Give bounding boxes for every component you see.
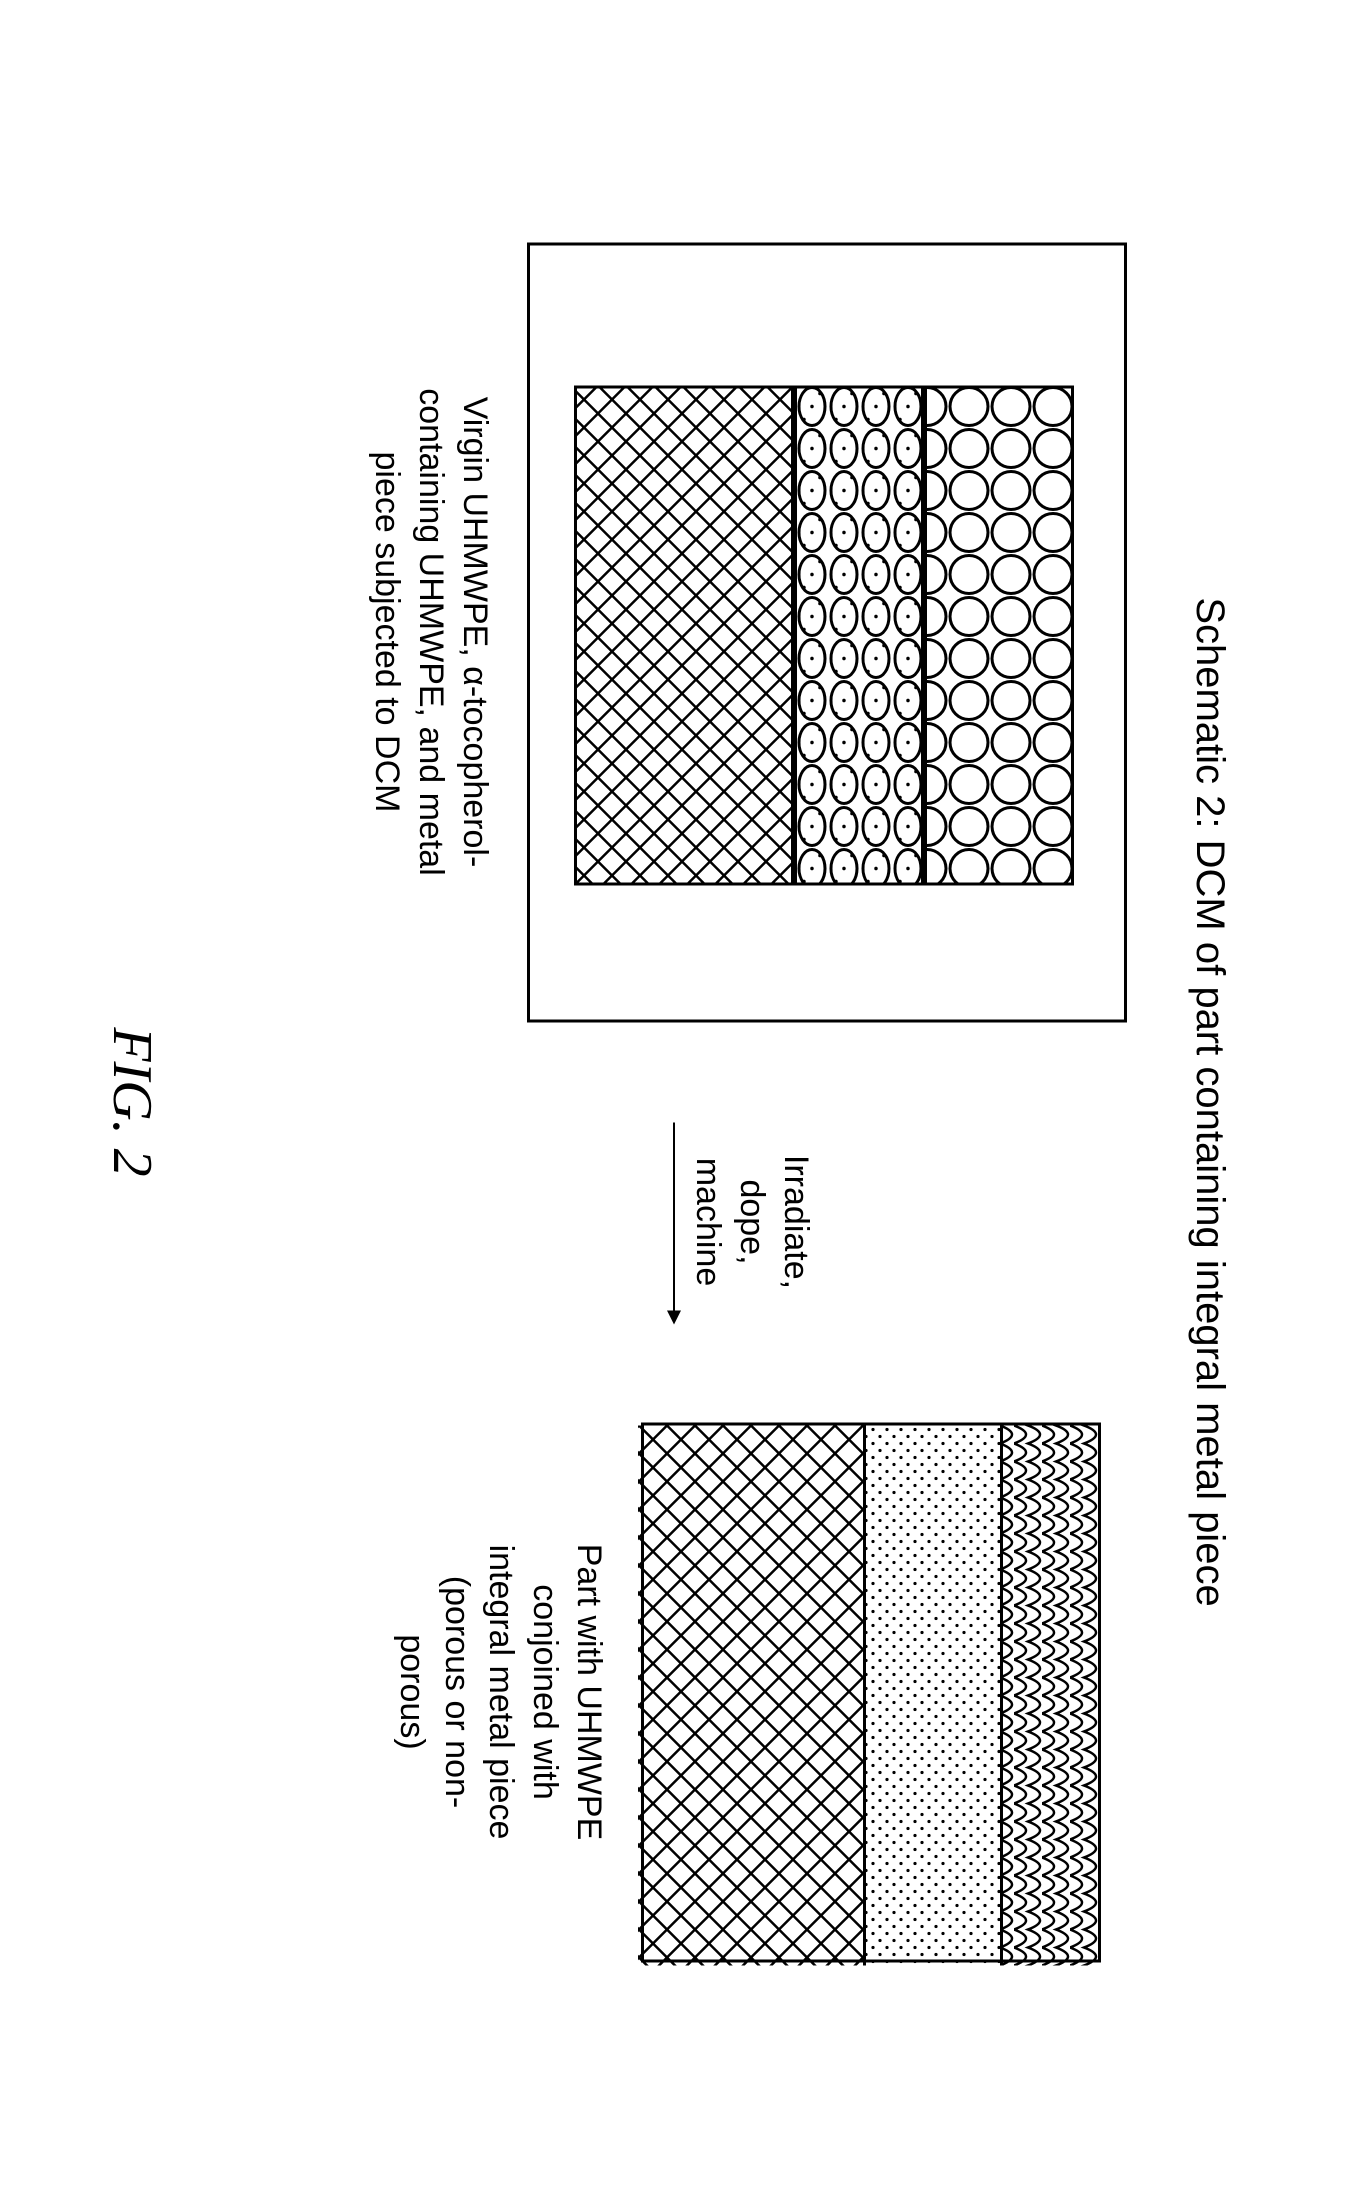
left-mold-box [527,242,1127,1022]
right-caption: Part with UHMWPE conjoined with integral… [390,1543,611,1840]
layer-dots [863,1425,1003,1965]
layer-scales [1003,1425,1098,1965]
layer-circles [924,385,1074,885]
diagram-canvas: Schematic 2: DCM of part containing inte… [0,0,1352,2203]
left-caption: Virgin UHMWPE, α-tocopherol- containing … [364,388,497,876]
diagram-row: Virgin UHMWPE, α-tocopherol- containing … [364,0,1127,2203]
arrow-label: Irradiate, dope, machine [685,1154,818,1288]
left-column: Virgin UHMWPE, α-tocopherol- containing … [364,242,1127,1022]
layer-crosshatch-left [574,385,794,885]
schematic-title: Schematic 2: DCM of part containing inte… [1187,597,1232,1606]
right-column: Part with UHMWPE conjoined with integral… [390,1422,1101,1962]
layer-ellipses-dotted [794,385,924,885]
arrow-icon [673,1122,675,1322]
figure-label: FIG. 2 [100,1027,164,1176]
left-layer-stack [574,385,1074,885]
right-layer-stack [641,1422,1101,1962]
process-arrow-block: Irradiate, dope, machine [673,1102,818,1342]
layer-crosshatch-right [638,1425,863,1965]
